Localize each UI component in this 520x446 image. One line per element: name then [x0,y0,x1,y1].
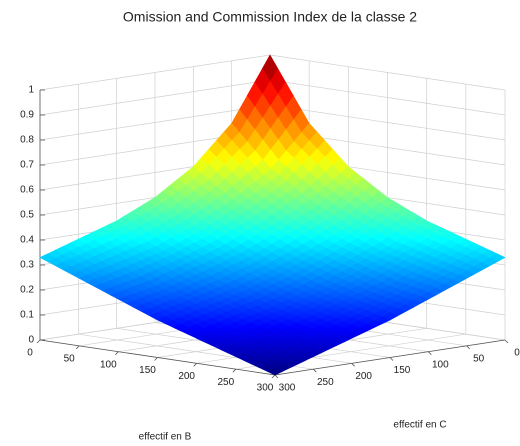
y-tick [274,374,279,379]
surface-cell [426,238,506,279]
surface-cell [272,288,352,323]
y-tick [428,351,432,355]
z-tick-label: 0.1 [20,310,34,321]
z-tick-label: 0.7 [20,160,34,171]
z-tick-label: 0.9 [20,110,34,121]
z-tick-label: 0 [28,335,34,346]
x-tick-label: 150 [139,365,156,376]
y-tick [389,357,394,361]
surface-cell [117,285,197,321]
surface-cell [155,267,235,305]
x-tick-label: 50 [64,353,76,364]
surface-cell [350,285,430,321]
surface-cell [116,246,196,287]
y-tick-label: 0 [514,348,520,359]
x-tick [193,363,197,367]
x-tick [271,374,276,379]
x-tick-label: 250 [217,377,234,388]
z-tick-label: 0.8 [20,135,34,146]
surface-cell [195,322,275,357]
surface-patch [266,367,284,376]
y-axis-label: effectif en C [393,420,446,431]
x-axis-label: effectif en B [139,432,192,443]
surface-cell [270,122,349,201]
surface-cell [235,340,315,376]
y-tick-label: 300 [279,383,296,394]
surface-cell [271,248,351,289]
surface-cell [310,225,389,268]
z-tick-label: 0.3 [20,260,34,271]
z-tick-label: 1 [28,85,34,96]
y-tick [504,339,509,344]
y-tick-label: 100 [432,359,449,370]
z-tick-label: 0.5 [20,210,34,221]
y-tick [466,345,470,350]
surface-cell [349,246,429,287]
surface-cell [116,197,195,248]
surface-cell [231,168,311,227]
x-tick-label: 0 [27,348,33,359]
surface-cell [234,306,314,342]
x-tick [36,339,41,344]
x-tick [154,357,158,361]
y-tick [351,363,355,367]
x-tick-label: 100 [100,359,117,370]
surface-cell [388,262,468,300]
chart-title: Omission and Commission Index de la clas… [123,9,417,25]
x-tick [75,345,80,350]
surface-cell [155,225,234,268]
y-tick [313,368,317,373]
z-tick-label: 0.2 [20,285,34,296]
x-tick [115,351,119,355]
x-tick-label: 300 [257,383,274,394]
surface-cell [192,122,272,201]
y-tick-label: 50 [473,353,485,364]
surface-cell [77,220,157,263]
x-tick [232,368,237,373]
surface-cell [78,262,158,300]
surface-cell [311,303,391,339]
surface-cell [273,322,353,357]
y-tick-label: 200 [355,371,372,382]
y-tick-label: 250 [317,377,334,388]
surface-cell [154,166,233,227]
y-tick-label: 150 [394,365,411,376]
surface-cell [231,54,310,170]
z-tick-label: 0.4 [20,235,34,246]
z-tick-label: 0.6 [20,185,34,196]
x-tick-label: 200 [178,371,195,382]
